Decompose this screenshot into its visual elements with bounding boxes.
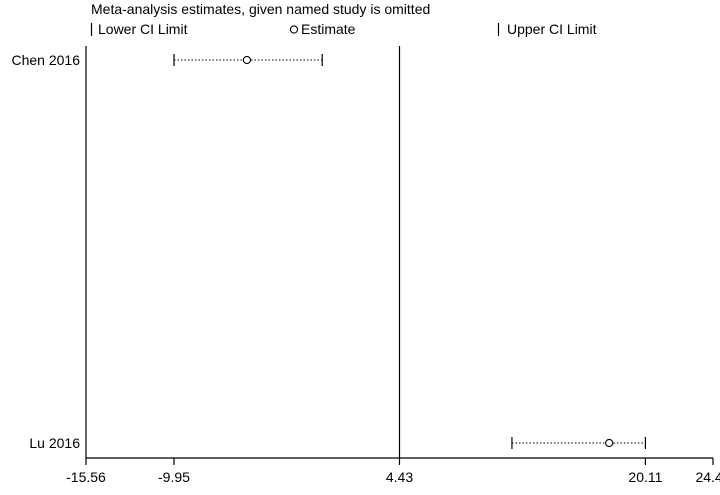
study-row-lu: Lu 2016 [29,435,647,451]
x-axis-ticks: -15.56 -9.95 4.43 20.11 24.42 [66,458,720,485]
study-label: Chen 2016 [11,52,80,68]
estimate-marker [605,438,614,448]
legend-lower-ci-label: Lower CI Limit [98,21,188,37]
legend-estimate-label: Estimate [301,21,356,37]
x-tick-label: 4.43 [386,469,413,485]
x-tick-label: -9.95 [158,469,190,485]
x-tick-label: -15.56 [66,469,106,485]
x-tick-label: 20.11 [628,469,662,485]
x-tick-label: 24.42 [695,469,720,485]
legend: Lower CI Limit Estimate Upper CI Limit [90,21,597,37]
legend-upper-ci-label: Upper CI Limit [507,21,597,37]
study-row-chen: Chen 2016 [11,52,323,68]
estimate-marker [242,55,252,65]
chart-title: Meta-analysis estimates, given named stu… [91,1,430,17]
study-label: Lu 2016 [29,435,80,451]
legend-estimate-symbol [289,25,299,34]
